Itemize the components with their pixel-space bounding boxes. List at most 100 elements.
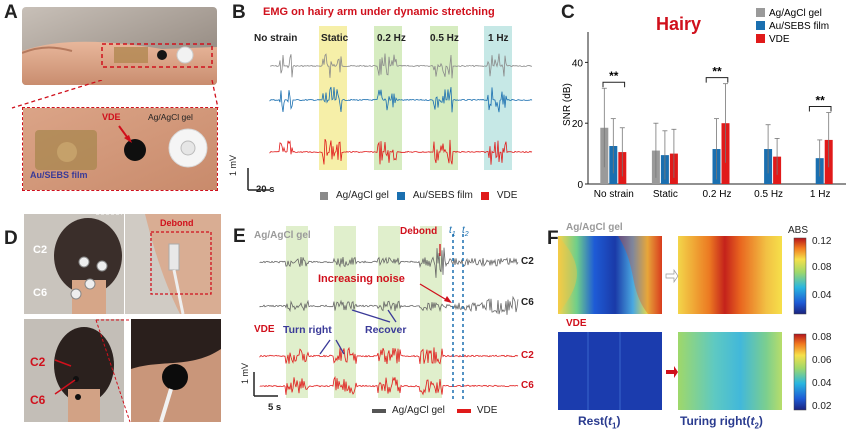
legend-b: Ag/AgCl gel Au/SEBS film VDE: [320, 190, 517, 201]
colorbar-title: ABS: [788, 225, 809, 236]
shade-02hz: [374, 26, 402, 170]
scale-y-label-b: 1 mV: [228, 154, 238, 176]
trace-au: [269, 86, 533, 113]
legend-label: VDE: [769, 34, 790, 45]
debond-label-e: Debond: [400, 226, 438, 237]
panel-e-label: E: [233, 226, 246, 247]
ag-rest-map: [558, 236, 662, 314]
debond-label-d: Debond: [160, 218, 194, 228]
x-tick-label: No strain: [594, 189, 634, 200]
rest-t: t: [608, 414, 613, 428]
vde-callout-a: VDE: [102, 112, 121, 122]
neck-zoom-bottom: [131, 319, 221, 422]
ag-callout-a: Ag/AgCl gel: [148, 112, 193, 122]
cond-label-1: Static: [321, 33, 349, 44]
c2-bottom-label: C2: [30, 355, 46, 369]
significance-label: **: [816, 94, 826, 108]
trace-vde-c6: [259, 375, 519, 396]
cb-bottom-tick-0: 0.08: [812, 332, 832, 343]
significance-label: **: [609, 69, 619, 83]
increasing-noise-label: Increasing noise: [318, 273, 405, 285]
recover-label: Recover: [365, 324, 407, 336]
significance-bracket: [705, 77, 729, 83]
arrows-d: [54, 359, 76, 395]
x-tick-label: 0.5 Hz: [754, 189, 783, 200]
neck-photo-top: [24, 214, 124, 314]
legend-b-au: Au/SEBS film: [412, 190, 473, 201]
scale-x-label-b: 20 s: [256, 184, 275, 195]
legend-label: Ag/AgCl gel: [769, 8, 822, 19]
shade-e-0: [286, 226, 308, 398]
shade-e-1: [334, 226, 356, 398]
t2-sub: 2: [464, 231, 469, 238]
vde-turn-map: [678, 332, 782, 410]
x-tick-label: Static: [653, 189, 678, 200]
electrodes-zoom-photo: [22, 107, 218, 191]
panel-f-label: F: [547, 228, 559, 249]
channel-c6-bottom: C6: [521, 380, 534, 391]
t2-label: t2: [462, 225, 469, 238]
legend-swatch: [756, 8, 765, 17]
emg-stretch-traces: [247, 26, 533, 191]
cond-label-3: 0.5 Hz: [430, 33, 459, 44]
colorbar-top: [793, 237, 807, 315]
channel-c6-top: C6: [521, 297, 534, 308]
turn-arrow-2: [335, 339, 345, 355]
legend-e-vde-swatch: [456, 408, 471, 413]
y-tick-label: 20: [572, 119, 584, 130]
turn-close: ): [758, 414, 763, 428]
group-ag-f: Ag/AgCl gel: [566, 222, 623, 233]
legend-b-ag-swatch: [320, 191, 328, 200]
turn-caption: Turing right(t2): [680, 414, 763, 430]
legend-b-ag: Ag/AgCl gel: [336, 190, 389, 201]
group-vde-e: VDE: [254, 324, 275, 335]
colorbar-bottom: [793, 333, 807, 411]
legend-swatch: [756, 21, 765, 30]
cb-bottom-tick-1: 0.06: [812, 355, 832, 366]
significance-bracket: [602, 81, 626, 88]
cb-top-tick-1: 0.08: [812, 262, 832, 273]
panel-d-label: D: [4, 228, 18, 249]
t1-t: t: [449, 225, 452, 236]
ag-turn-map: [678, 236, 782, 314]
zoom-lines-d: [95, 213, 131, 423]
turn-t: t: [750, 414, 755, 428]
y-tick-label: 40: [572, 58, 584, 69]
significance-bracket: [808, 106, 832, 112]
panel-b-label: B: [232, 2, 246, 23]
c6-bottom-label: C6: [30, 393, 46, 407]
trace-vde: [269, 138, 533, 165]
turn-text: Turing right(: [680, 414, 751, 428]
cond-label-2: 0.2 Hz: [377, 33, 406, 44]
recover-arrow-2: [351, 309, 391, 323]
t2-t: t: [462, 225, 465, 236]
panel-c-label: C: [561, 2, 575, 23]
x-tick-label: 0.2 Hz: [703, 189, 732, 200]
cb-bottom-tick-2: 0.04: [812, 378, 832, 389]
rest-text: Rest(: [578, 414, 609, 428]
y-axis-label: SNR (dB): [562, 83, 573, 126]
chart-title: Hairy: [656, 14, 701, 34]
snr-bar-chart: Hairy SNR (dB) 0 20 40 No strain Static 0.2 H…: [562, 8, 846, 200]
absorbance-maps: [558, 236, 807, 411]
shade-e-3: [420, 226, 442, 398]
cond-label-0: No strain: [254, 33, 298, 44]
au-callout-a: Au/SEBS film: [30, 170, 88, 180]
turn-arrow-1: [319, 339, 331, 355]
turn-right-label: Turn right: [283, 324, 332, 336]
cond-label-4: 1 Hz: [488, 33, 509, 44]
channel-c2-bottom: C2: [521, 350, 534, 361]
rest-caption: Rest(t1): [578, 414, 620, 430]
rest-sub: 1: [612, 421, 617, 431]
legend-e-ag: Ag/AgCl gel: [392, 405, 445, 416]
neck-photo-bottom: [24, 319, 124, 422]
significance-label: **: [712, 65, 722, 79]
panel-a-label: A: [4, 2, 18, 23]
recover-arrow-1: [387, 309, 397, 323]
arrow-bottom-f: [666, 366, 678, 378]
cb-top-tick-2: 0.04: [812, 290, 832, 301]
neck-emg-traces: [253, 226, 519, 400]
legend-swatch: [756, 34, 765, 43]
cb-bottom-tick-3: 0.02: [812, 401, 832, 412]
legend-e: Ag/AgCl gel VDE: [372, 405, 497, 416]
